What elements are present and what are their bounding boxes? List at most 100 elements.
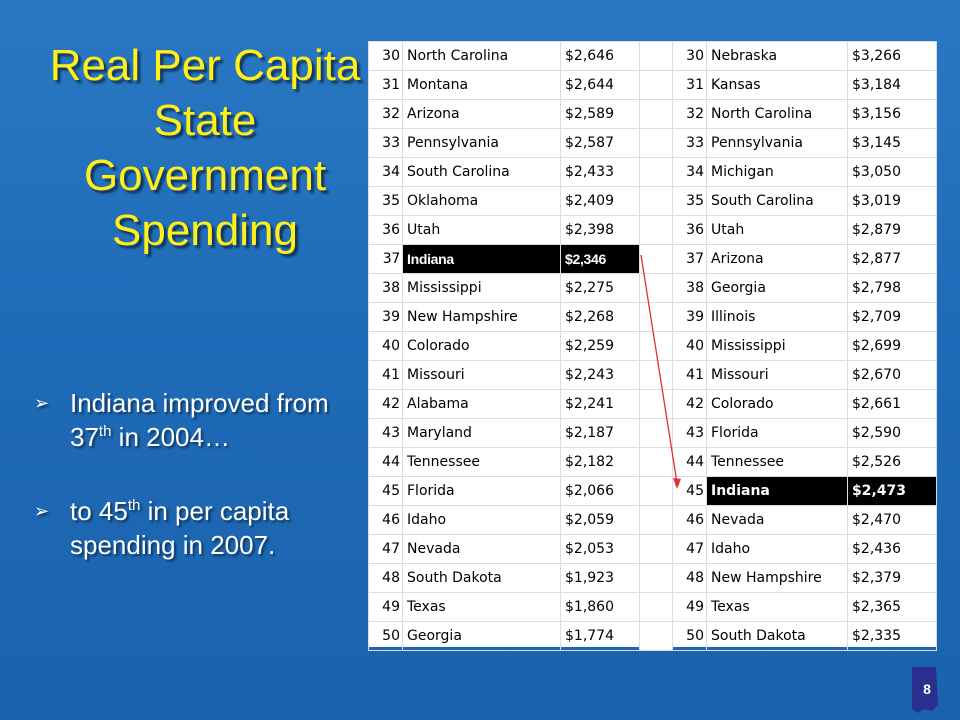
spacer-cell [639, 70, 673, 100]
left-rank-cell: 38 [368, 273, 403, 303]
table-row: 41 Missouri $2,243 41 Missouri $2,670 [368, 360, 937, 390]
spacer-cell [639, 505, 673, 535]
spacer-cell [639, 41, 673, 71]
right-state-cell: Arizona [706, 244, 848, 274]
indiana-state-icon [912, 667, 938, 713]
left-rank-cell: 40 [368, 331, 403, 361]
right-rank-cell: 37 [672, 244, 707, 274]
left-amount-cell: $2,398 [560, 215, 640, 245]
spacer-cell [639, 302, 673, 332]
right-rank-cell: 30 [672, 41, 707, 71]
right-rank-cell: 50 [672, 621, 707, 651]
left-state-cell: Florida [402, 476, 561, 506]
left-rank-cell: 49 [368, 592, 403, 622]
right-rank-cell: 46 [672, 505, 707, 535]
left-amount-cell: $2,241 [560, 389, 640, 419]
left-rank-cell: 32 [368, 99, 403, 129]
right-state-cell: South Carolina [706, 186, 848, 216]
spacer-cell [639, 563, 673, 593]
table-row: 43 Maryland $2,187 43 Florida $2,590 [368, 418, 937, 448]
left-state-cell: Alabama [402, 389, 561, 419]
left-amount-cell: $2,066 [560, 476, 640, 506]
right-amount-cell: $2,526 [847, 447, 937, 477]
left-rank-cell: 45 [368, 476, 403, 506]
right-state-cell: Illinois [706, 302, 848, 332]
right-state-cell: Indiana [706, 476, 848, 506]
slide-title: Real Per Capita State Government Spendin… [49, 41, 361, 255]
spacer-cell [639, 331, 673, 361]
bullet-text: to 45th in per capita spending in 2007. [70, 496, 290, 560]
table-row: 44 Tennessee $2,182 44 Tennessee $2,526 [368, 447, 937, 477]
right-amount-cell: $3,156 [847, 99, 937, 129]
table-row: 31 Montana $2,644 31 Kansas $3,184 [368, 70, 937, 100]
right-amount-cell: $2,473 [847, 476, 937, 506]
left-amount-cell: $2,275 [560, 273, 640, 303]
spacer-cell [639, 128, 673, 158]
right-state-cell: Tennessee [706, 447, 848, 477]
left-rank-cell: 39 [368, 302, 403, 332]
bullet-text: Indiana improved from 37th in 2004… [70, 388, 329, 452]
right-state-cell: Mississippi [706, 331, 848, 361]
left-amount-cell: $2,346 [560, 244, 640, 274]
right-amount-cell: $3,019 [847, 186, 937, 216]
spacer-cell [639, 592, 673, 622]
left-amount-cell: $2,243 [560, 360, 640, 390]
left-rank-cell: 34 [368, 157, 403, 187]
right-state-cell: Kansas [706, 70, 848, 100]
right-rank-cell: 41 [672, 360, 707, 390]
right-amount-cell: $3,145 [847, 128, 937, 158]
right-amount-cell: $2,798 [847, 273, 937, 303]
left-rank-cell: 44 [368, 447, 403, 477]
left-amount-cell: $2,433 [560, 157, 640, 187]
table-row: 36 Utah $2,398 36 Utah $2,879 [368, 215, 937, 245]
left-amount-cell: $1,774 [560, 621, 640, 651]
spacer-cell [639, 447, 673, 477]
table-row: 49 Texas $1,860 49 Texas $2,365 [368, 592, 937, 622]
spacer-cell [639, 389, 673, 419]
table-row: 37 Indiana $2,346 37 Arizona $2,877 [368, 244, 937, 274]
right-state-cell: South Dakota [706, 621, 848, 651]
right-amount-cell: $2,879 [847, 215, 937, 245]
table-row: 45 Florida $2,066 45 Indiana $2,473 [368, 476, 937, 506]
right-state-cell: New Hampshire [706, 563, 848, 593]
bullet-item: ➢ Indiana improved from 37th in 2004… [34, 386, 364, 454]
left-state-cell: New Hampshire [402, 302, 561, 332]
left-state-cell: Maryland [402, 418, 561, 448]
table-row: 48 South Dakota $1,923 48 New Hampshire $2,37… [368, 563, 937, 593]
left-state-cell: Missouri [402, 360, 561, 390]
right-state-cell: Florida [706, 418, 848, 448]
spacer-cell [639, 244, 673, 274]
left-state-cell: Idaho [402, 505, 561, 535]
right-rank-cell: 35 [672, 186, 707, 216]
right-rank-cell: 44 [672, 447, 707, 477]
right-state-cell: Texas [706, 592, 848, 622]
spacer-cell [639, 186, 673, 216]
left-amount-cell: $2,187 [560, 418, 640, 448]
right-rank-cell: 31 [672, 70, 707, 100]
right-amount-cell: $2,709 [847, 302, 937, 332]
bullet-list: ➢ Indiana improved from 37th in 2004… ➢ … [34, 386, 364, 562]
right-amount-cell: $2,470 [847, 505, 937, 535]
table-row: 47 Nevada $2,053 47 Idaho $2,436 [368, 534, 937, 564]
left-rank-cell: 50 [368, 621, 403, 651]
left-rank-cell: 48 [368, 563, 403, 593]
left-rank-cell: 37 [368, 244, 403, 274]
left-rank-cell: 36 [368, 215, 403, 245]
table-row: 32 Arizona $2,589 32 North Carolina $3,156 [368, 99, 937, 129]
left-state-cell: Georgia [402, 621, 561, 651]
right-amount-cell: $2,670 [847, 360, 937, 390]
left-state-cell: Nevada [402, 534, 561, 564]
right-rank-cell: 48 [672, 563, 707, 593]
right-rank-cell: 43 [672, 418, 707, 448]
left-state-cell: Mississippi [402, 273, 561, 303]
right-state-cell: Michigan [706, 157, 848, 187]
left-rank-cell: 35 [368, 186, 403, 216]
spacer-cell [639, 476, 673, 506]
right-rank-cell: 36 [672, 215, 707, 245]
table-row: 33 Pennsylvania $2,587 33 Pennsylvania $3,145 [368, 128, 937, 158]
left-amount-cell: $2,587 [560, 128, 640, 158]
table-row: 34 South Carolina $2,433 34 Michigan $3,050 [368, 157, 937, 187]
left-state-cell: Indiana [402, 244, 561, 274]
left-state-cell: Colorado [402, 331, 561, 361]
right-amount-cell: $2,699 [847, 331, 937, 361]
